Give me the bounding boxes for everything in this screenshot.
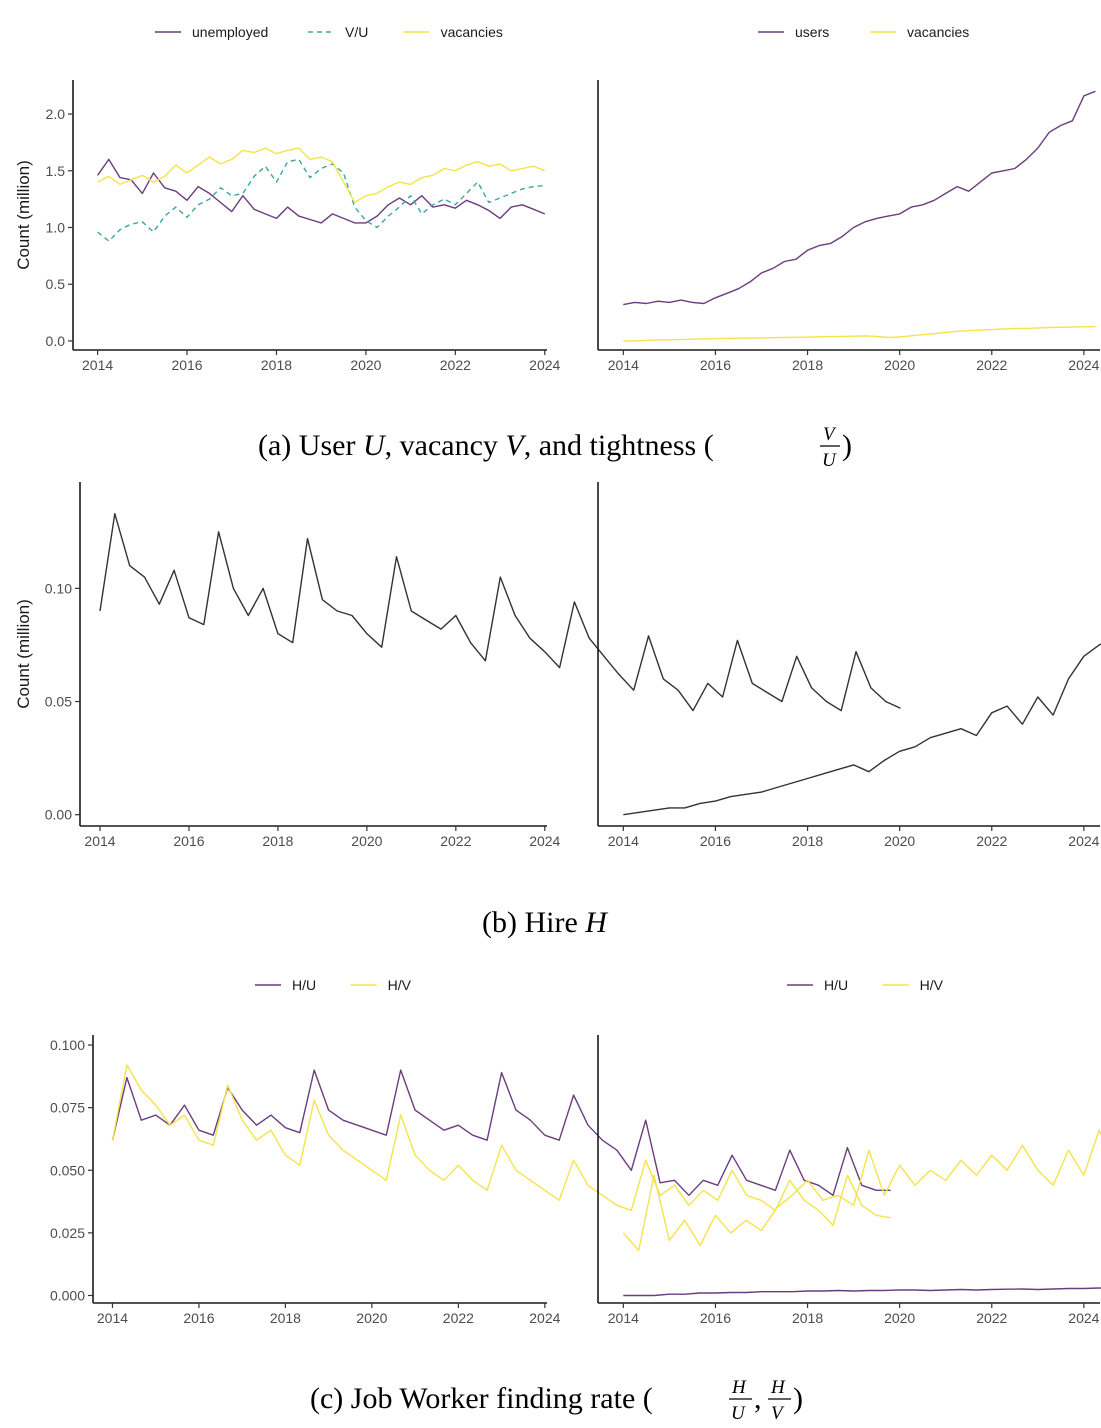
series-line-h-u [623, 1287, 1101, 1297]
legend-label: vacancies [907, 24, 969, 40]
caption-c-comma: , [754, 1382, 762, 1415]
x-tick-label: 2016 [700, 357, 731, 373]
y-axis-label: Count (million) [14, 160, 33, 270]
legend-label: H/U [292, 977, 316, 993]
x-tick-label: 2022 [976, 1310, 1007, 1326]
x-tick-label: 2024 [529, 1310, 560, 1326]
caption-a-fraction: V U [820, 424, 840, 471]
series-line-vacancies [623, 326, 1096, 342]
legend-label: V/U [345, 24, 368, 40]
x-tick-label: 2018 [792, 1310, 823, 1326]
x-tick-label: 2024 [1068, 833, 1099, 849]
x-tick-label: 2018 [262, 833, 293, 849]
x-tick-label: 2020 [884, 833, 915, 849]
x-tick-label: 2022 [440, 833, 471, 849]
x-tick-label: 2014 [97, 1310, 128, 1326]
x-tick-label: 2024 [1068, 1310, 1099, 1326]
caption-c-fraction-2: H V [768, 1377, 791, 1424]
x-tick-label: 2020 [351, 833, 382, 849]
x-tick-label: 2014 [82, 357, 113, 373]
legend-label: H/V [920, 977, 944, 993]
x-tick-label: 2018 [792, 833, 823, 849]
chart-c-left: 2014 2016 2018 2020 2022 2024 0.000 0.025 0.050 0… [50, 977, 891, 1326]
series-line-hires [99, 513, 901, 712]
x-tick-label: 2018 [270, 1310, 301, 1326]
legend: H/U H/V [255, 977, 412, 993]
x-tick-label: 2020 [884, 1310, 915, 1326]
x-tick-label: 2014 [84, 833, 115, 849]
x-tick-label: 2024 [1068, 357, 1099, 373]
legend-label: users [795, 24, 829, 40]
chart-c-right: 2014 2016 2018 2020 2022 2024 H/U H/V [597, 977, 1101, 1326]
series-line-unemployed [97, 158, 546, 224]
y-tick-label: 0.000 [50, 1287, 85, 1303]
caption-b: (b) Hire H [482, 906, 609, 939]
y-tick-label: 1.5 [46, 163, 66, 179]
fraction-numerator: V [823, 424, 837, 445]
series-line-h-v [111, 1064, 891, 1227]
series-line-h-u [111, 1069, 891, 1197]
x-tick-label: 2014 [608, 833, 639, 849]
series-line-vacancies [97, 147, 546, 204]
chart-b-right: 2014 2016 2018 2020 2022 2024 [597, 482, 1101, 849]
x-tick-label: 2022 [976, 357, 1007, 373]
y-tick-label: 0.00 [45, 807, 72, 823]
y-tick-label: 0.025 [50, 1225, 85, 1241]
x-tick-label: 2024 [529, 357, 560, 373]
y-axis-label: Count (million) [14, 599, 33, 709]
series-line-h-v [622, 1129, 1101, 1252]
y-tick-label: 0.5 [46, 276, 66, 292]
fraction-denominator: V [771, 1403, 785, 1424]
y-tick-label: 0.100 [50, 1037, 85, 1053]
x-tick-label: 2020 [350, 357, 381, 373]
x-tick-label: 2020 [884, 357, 915, 373]
chart-b-left: 2014 2016 2018 2020 2022 2024 0.00 0.05 0.10 Coun… [14, 482, 901, 849]
caption-a-close: ) [842, 429, 852, 462]
caption-a: (a) User U, vacancy V, and tightness ( [258, 429, 714, 462]
legend: users vacancies [758, 24, 969, 40]
x-tick-label: 2022 [443, 1310, 474, 1326]
fraction-numerator: H [731, 1377, 747, 1398]
x-tick-label: 2014 [608, 357, 639, 373]
x-tick-label: 2016 [700, 833, 731, 849]
y-tick-label: 1.0 [46, 219, 66, 235]
x-tick-label: 2022 [440, 357, 471, 373]
series-line-hires [623, 643, 1101, 816]
legend-label: unemployed [192, 24, 268, 40]
x-tick-label: 2020 [356, 1310, 387, 1326]
y-tick-label: 0.075 [50, 1100, 85, 1116]
legend: unemployed V/U vacancies [155, 24, 503, 40]
x-tick-label: 2014 [608, 1310, 639, 1326]
chart-a-left: 2014 2016 2018 2020 2022 2024 0.0 0.5 1.0 1.5 2.0 C… [14, 24, 561, 373]
legend-label: vacancies [441, 24, 503, 40]
caption-c-close: ) [793, 1382, 803, 1415]
fraction-numerator: H [770, 1377, 786, 1398]
series-line-users [623, 90, 1096, 306]
y-tick-label: 0.0 [46, 333, 66, 349]
caption-c-fraction-1: H U [729, 1377, 752, 1424]
y-tick-label: 2.0 [46, 106, 66, 122]
x-tick-label: 2016 [171, 357, 202, 373]
legend-label: H/U [824, 977, 848, 993]
series-line-v-u [97, 158, 545, 242]
y-tick-label: 0.050 [50, 1162, 85, 1178]
x-tick-label: 2016 [700, 1310, 731, 1326]
y-tick-label: 0.05 [45, 694, 72, 710]
x-tick-label: 2018 [261, 357, 292, 373]
x-tick-label: 2018 [792, 357, 823, 373]
x-tick-label: 2024 [529, 833, 560, 849]
x-tick-label: 2022 [976, 833, 1007, 849]
chart-panels: 2014 2016 2018 2020 2022 2024 0.0 0.5 1.0 1.5 2.0 C… [14, 24, 1101, 1326]
legend: H/U H/V [787, 977, 944, 993]
chart-a-right: 2014 2016 2018 2020 2022 2024 users vacancies [597, 24, 1100, 373]
fraction-denominator: U [822, 450, 837, 471]
fraction-denominator: U [731, 1403, 746, 1424]
x-tick-label: 2016 [183, 1310, 214, 1326]
caption-c: (c) Job Worker finding rate ( [310, 1382, 653, 1415]
x-tick-label: 2016 [173, 833, 204, 849]
y-tick-label: 0.10 [45, 580, 72, 596]
legend-label: H/V [388, 977, 412, 993]
